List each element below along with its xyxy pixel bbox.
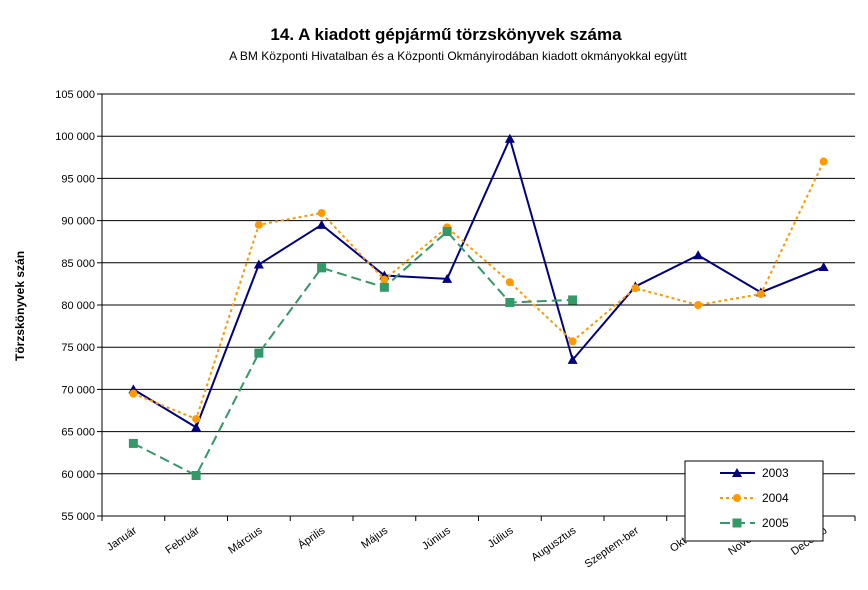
y-tick-label: 90 000 [61,216,95,228]
series-group [128,133,829,480]
y-tick-labels: 55 000 60 000 65 000 70 000 75 000 80 000 85 0… [55,89,95,523]
data-point [380,275,389,284]
data-point [732,518,742,528]
series-2005 [128,227,578,480]
legend-box [684,460,824,542]
data-point [379,282,389,292]
data-point [316,219,327,229]
data-point [254,348,264,358]
series-line [132,230,573,477]
data-point [631,284,640,293]
data-point [818,262,829,272]
y-tick-label: 55 000 [61,511,95,523]
y-tick-label: 95 000 [61,173,95,185]
legend-item-2004: 2004 [720,491,789,505]
data-point [732,468,742,477]
data-point [254,220,263,229]
y-tick-label: 80 000 [61,300,95,312]
legend-item-2005: 2005 [720,516,789,530]
x-tick-label: Március [226,524,265,556]
x-tick-label: Január [105,524,140,553]
data-point [253,259,264,269]
data-point [129,389,138,398]
data-point [756,290,765,299]
y-tick-label: 70 000 [61,384,95,396]
y-tick-label: 85 000 [61,258,95,270]
series-line [133,161,825,421]
data-point [504,133,515,143]
y-tick-label: 105 000 [55,89,95,101]
legend-label: 2003 [762,466,789,480]
data-point [568,295,578,305]
data-point [192,414,201,423]
chart-title: 14. A kiadott gépjármű törzskönyvek szám… [270,25,622,44]
data-point [191,470,201,480]
y-axis-label: Törzskönyvek szán [13,251,27,361]
x-tick-label: Május [359,524,390,551]
y-tick-label: 100 000 [55,131,95,143]
x-tick-label: Szeptem-ber [583,524,642,570]
legend-label: 2005 [762,516,789,530]
x-tick-label: Április [295,524,327,552]
y-tick-label: 65 000 [61,427,95,439]
x-tick-label: Augusztus [529,524,578,564]
x-tick-label: Február [163,524,202,556]
legend-label: 2004 [762,491,789,505]
data-point [442,227,452,237]
data-point [568,337,577,346]
data-point [505,297,515,307]
data-point [128,438,138,448]
data-point [442,273,453,283]
y-tick-label: 60 000 [61,469,95,481]
data-point [317,209,326,218]
legend-item-2003: 2003 [720,466,789,480]
data-point [819,157,828,166]
chart-subtitle: A BM Központi Hivatalban és a Központi O… [229,49,687,63]
data-point [733,494,741,502]
data-point [567,354,578,364]
series-line [132,135,824,429]
series-2004 [129,157,828,423]
data-point [317,263,327,273]
data-point [191,422,202,432]
data-point [694,301,703,309]
legend: 2003 2004 2005 [684,460,824,542]
data-point [505,278,514,287]
y-tick-label: 75 000 [61,342,95,354]
x-tick-label: Június [420,524,453,552]
x-tick-label: Július [486,524,516,550]
data-point [693,250,704,260]
